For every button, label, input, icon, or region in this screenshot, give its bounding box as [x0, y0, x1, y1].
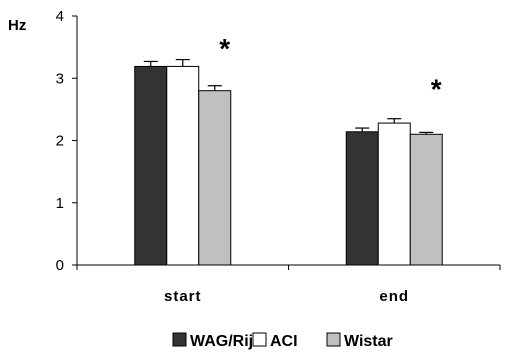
legend-label: WAG/Rij [190, 333, 253, 350]
legend-swatch [326, 332, 341, 347]
legend-swatch [252, 332, 267, 347]
y-tick-label: 3 [56, 70, 64, 87]
legend-label: ACI [270, 333, 298, 350]
legend-swatch [172, 332, 187, 347]
bar-wag-rij-end [345, 131, 379, 266]
bar-aci-end [377, 122, 411, 266]
y-unit-label: Hz [8, 17, 26, 34]
bar-wistar-start [198, 90, 232, 266]
bar-wistar-end [409, 133, 443, 266]
legend-label: Wistar [344, 333, 393, 350]
legend: WAG/Rij ACI Wistar [172, 332, 393, 350]
bar-wag-rij-start [134, 65, 168, 266]
y-tick-label: 4 [56, 8, 64, 25]
x-category-label: start [164, 288, 202, 305]
significance-mark: * [431, 73, 442, 104]
bar-aci-start [166, 65, 200, 266]
category-labels: start end [164, 288, 409, 305]
y-tick-label: 0 [56, 257, 64, 274]
y-tick-label: 1 [56, 195, 64, 212]
x-category-label: end [379, 288, 409, 305]
annotations: ** [219, 33, 442, 104]
y-tick-label: 2 [56, 133, 64, 150]
bars [134, 58, 443, 266]
significance-mark: * [219, 33, 230, 64]
